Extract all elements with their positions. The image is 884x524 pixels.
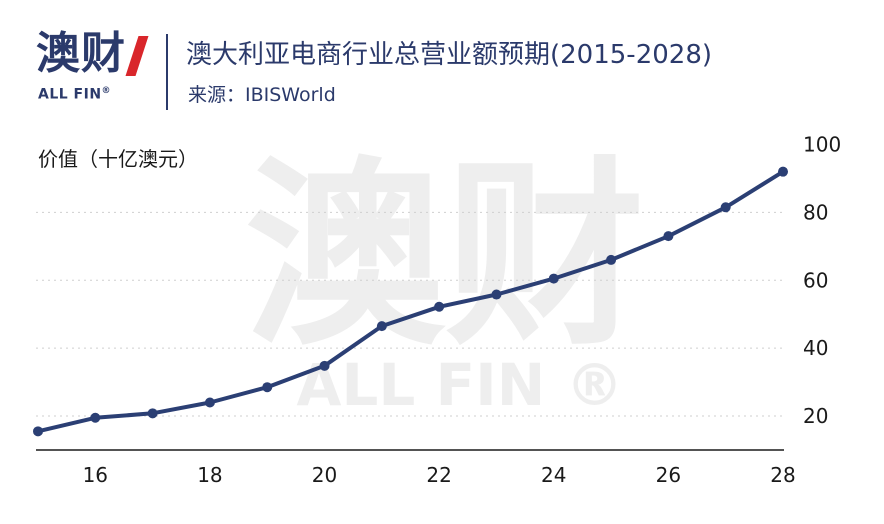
y-tick-label: 100 (803, 133, 841, 157)
gridlines (36, 211, 784, 417)
data-point (548, 273, 559, 284)
data-point (319, 360, 330, 371)
data-point (778, 166, 788, 177)
data-point (33, 426, 43, 437)
x-tick-label: 18 (197, 463, 222, 487)
watermark: 澳财 ALL FIN ® (245, 140, 645, 419)
logo-registered: ® (101, 86, 112, 96)
series-points (33, 166, 788, 437)
data-point (204, 397, 215, 408)
x-tick-label: 26 (656, 463, 681, 487)
series-line (37, 170, 785, 434)
x-tick-label: 24 (541, 463, 566, 487)
y-tick-label: 60 (803, 268, 828, 292)
data-point (663, 231, 674, 242)
data-point (147, 408, 158, 419)
chart-title: 澳大利亚电商行业总营业额预期(2015-2028) (186, 40, 713, 70)
header-divider (166, 34, 168, 110)
data-point (262, 382, 273, 393)
data-point (606, 254, 617, 265)
x-tick-label: 22 (426, 463, 451, 487)
watermark-main: 澳财 (245, 140, 645, 373)
data-point (90, 412, 101, 423)
logo-subtitle: ALL FIN® (38, 86, 111, 103)
watermark-sub: ALL FIN ® (297, 351, 624, 419)
data-point (491, 289, 502, 300)
y-tick-label: 80 (803, 200, 828, 224)
logo-sub-text: ALL FIN (38, 86, 102, 103)
data-point (434, 301, 445, 312)
y-tick-label: 20 (803, 404, 828, 428)
data-point (376, 321, 387, 332)
logo-wordmark: 澳财 (36, 28, 126, 79)
y-axis-label: 价值（十亿澳元） (38, 147, 198, 171)
allfin-logo: 澳财 ALL FIN® (36, 28, 156, 108)
x-axis-ticks: 16 18 20 22 24 26 28 (83, 463, 796, 487)
y-tick-label: 40 (803, 336, 828, 360)
x-tick-label: 16 (83, 463, 108, 487)
x-tick-label: 28 (770, 463, 795, 487)
data-point (720, 202, 731, 213)
chart-source: 来源：IBISWorld (188, 84, 336, 106)
y-axis-ticks: 100 80 60 40 20 (803, 133, 841, 429)
x-tick-label: 20 (312, 463, 337, 487)
